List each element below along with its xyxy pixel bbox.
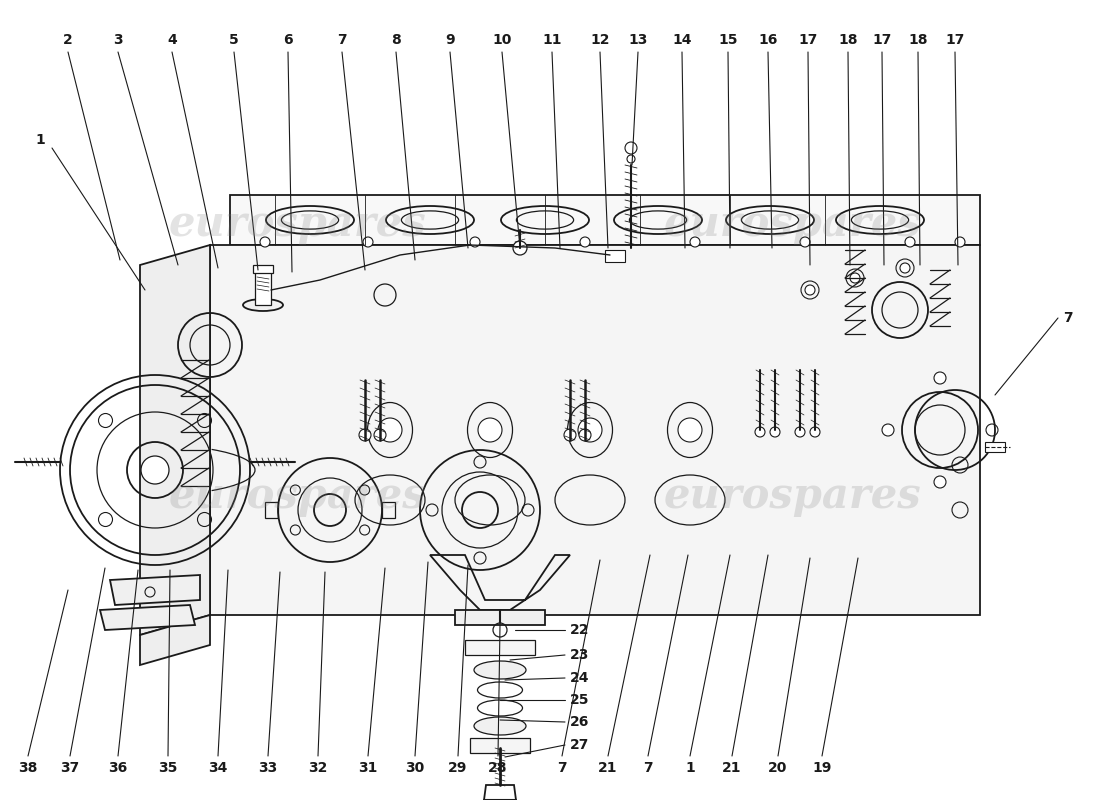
Circle shape (810, 427, 820, 437)
Circle shape (795, 427, 805, 437)
Polygon shape (470, 738, 530, 753)
Text: 29: 29 (449, 761, 468, 775)
Text: 21: 21 (598, 761, 618, 775)
Circle shape (690, 237, 700, 247)
Text: 4: 4 (167, 33, 177, 47)
Circle shape (934, 372, 946, 384)
Circle shape (478, 418, 502, 442)
Circle shape (580, 237, 590, 247)
Text: 7: 7 (644, 761, 652, 775)
Circle shape (374, 429, 386, 441)
Text: eurospares: eurospares (168, 475, 426, 517)
Ellipse shape (474, 717, 526, 735)
Polygon shape (455, 610, 544, 625)
Text: 20: 20 (768, 761, 788, 775)
Text: 33: 33 (258, 761, 277, 775)
Polygon shape (230, 195, 980, 245)
Polygon shape (140, 615, 210, 665)
Polygon shape (110, 575, 200, 605)
Ellipse shape (243, 299, 283, 311)
Circle shape (882, 424, 894, 436)
Text: 9: 9 (446, 33, 454, 47)
Text: 25: 25 (570, 693, 590, 707)
Text: 1: 1 (685, 761, 695, 775)
Circle shape (805, 285, 815, 295)
Text: 11: 11 (542, 33, 562, 47)
Text: 21: 21 (723, 761, 741, 775)
Polygon shape (255, 270, 271, 305)
Circle shape (564, 429, 576, 441)
Circle shape (986, 424, 998, 436)
Text: 17: 17 (872, 33, 892, 47)
Text: 16: 16 (758, 33, 778, 47)
Polygon shape (100, 605, 195, 630)
Text: 38: 38 (19, 761, 37, 775)
Ellipse shape (474, 661, 526, 679)
Text: 19: 19 (812, 761, 832, 775)
Text: 8: 8 (392, 33, 400, 47)
Polygon shape (210, 245, 980, 615)
Text: 7: 7 (1064, 311, 1072, 325)
Polygon shape (465, 640, 535, 655)
Text: 15: 15 (718, 33, 738, 47)
Text: 7: 7 (338, 33, 346, 47)
Circle shape (800, 237, 810, 247)
Text: 27: 27 (570, 738, 590, 752)
Bar (605, 250, 625, 262)
Circle shape (579, 429, 591, 441)
Circle shape (678, 418, 702, 442)
Text: 6: 6 (283, 33, 293, 47)
Circle shape (955, 237, 965, 247)
Text: 31: 31 (359, 761, 377, 775)
Text: eurospares: eurospares (663, 475, 921, 517)
Text: 10: 10 (493, 33, 512, 47)
Circle shape (755, 427, 764, 437)
Text: 37: 37 (60, 761, 79, 775)
Text: 17: 17 (799, 33, 817, 47)
Circle shape (260, 237, 270, 247)
Text: 22: 22 (570, 623, 590, 637)
Text: eurospares: eurospares (168, 203, 426, 245)
Text: 18: 18 (838, 33, 858, 47)
Text: 24: 24 (570, 671, 590, 685)
Circle shape (627, 155, 635, 163)
Circle shape (470, 237, 480, 247)
Text: 36: 36 (109, 761, 128, 775)
Text: 26: 26 (570, 715, 590, 729)
Circle shape (770, 427, 780, 437)
Circle shape (625, 142, 637, 154)
Circle shape (578, 418, 602, 442)
Text: 28: 28 (488, 761, 508, 775)
Polygon shape (253, 265, 273, 273)
Text: 30: 30 (406, 761, 425, 775)
Circle shape (850, 273, 860, 283)
Text: 35: 35 (158, 761, 178, 775)
Bar (984, 442, 1005, 452)
Text: 34: 34 (208, 761, 228, 775)
Circle shape (934, 476, 946, 488)
Text: 5: 5 (229, 33, 239, 47)
Polygon shape (140, 245, 210, 635)
Polygon shape (484, 785, 516, 800)
Text: eurospares: eurospares (663, 203, 921, 245)
Circle shape (359, 429, 371, 441)
Circle shape (900, 263, 910, 273)
Text: 17: 17 (945, 33, 965, 47)
Text: 12: 12 (591, 33, 609, 47)
Text: 13: 13 (628, 33, 648, 47)
Circle shape (141, 456, 169, 484)
Text: 7: 7 (558, 761, 566, 775)
Circle shape (378, 418, 402, 442)
Text: 18: 18 (909, 33, 927, 47)
Circle shape (905, 237, 915, 247)
Text: 23: 23 (570, 648, 590, 662)
Circle shape (363, 237, 373, 247)
Text: 14: 14 (672, 33, 692, 47)
Text: 32: 32 (308, 761, 328, 775)
Text: 3: 3 (113, 33, 123, 47)
Text: 1: 1 (35, 133, 45, 147)
Circle shape (513, 241, 527, 255)
Text: 2: 2 (63, 33, 73, 47)
